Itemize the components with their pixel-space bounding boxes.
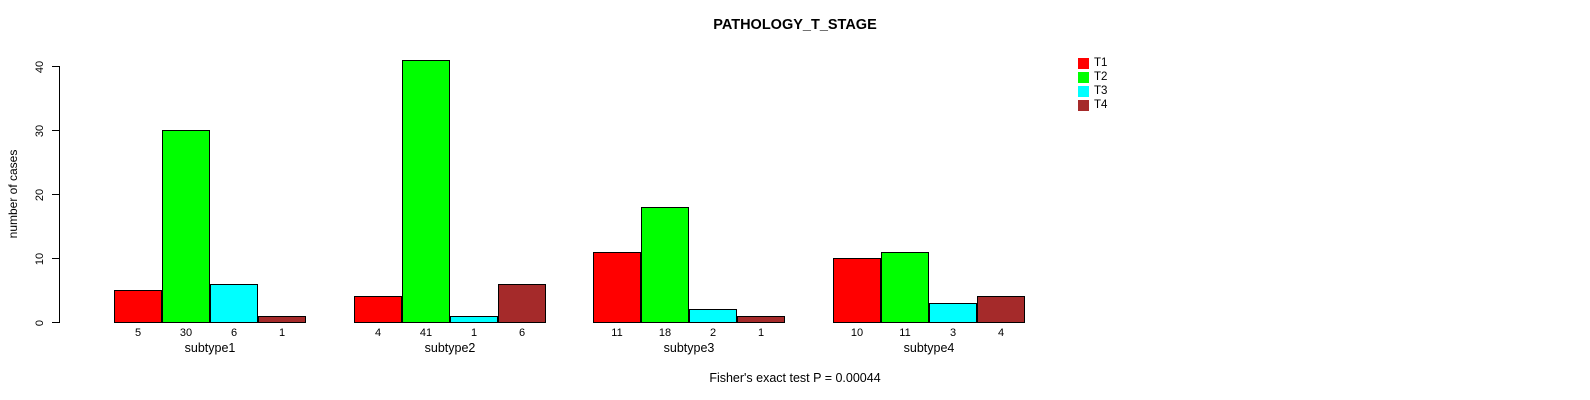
y-axis-line: [59, 66, 60, 323]
bar-value-label-subtype3-t1: 11: [611, 327, 623, 339]
y-tick-label: 40: [34, 60, 46, 73]
bar-value-label-subtype3-t4: 1: [757, 327, 765, 339]
bar-subtype3-t3: [689, 309, 737, 323]
bar-subtype2-t1: [354, 296, 402, 323]
bar-subtype1-t1: [114, 290, 162, 323]
legend-item-t4: T4: [1078, 98, 1107, 112]
legend-label-t1: T1: [1094, 57, 1108, 69]
y-tick-label: 20: [34, 188, 46, 201]
legend: T1 T2 T3 T4: [1078, 56, 1107, 112]
bar-value-label-subtype4-t3: 3: [949, 327, 957, 339]
group-label-subtype4: subtype4: [903, 341, 955, 355]
y-tick-label: 10: [34, 252, 46, 265]
fisher-test-annotation: Fisher's exact test P = 0.00044: [709, 371, 881, 385]
bar-value-label-subtype4-t4: 4: [997, 327, 1005, 339]
bar-value-label-subtype2-t1: 4: [374, 327, 382, 339]
y-axis-tick: [52, 322, 59, 323]
bar-value-label-subtype4-t2: 11: [899, 327, 911, 339]
y-axis-title: number of cases: [6, 149, 20, 239]
legend-label-t2: T2: [1094, 71, 1108, 83]
bar-value-label-subtype3-t2: 18: [658, 327, 672, 339]
bar-subtype2-t4: [498, 284, 546, 323]
bar-subtype2-t3: [450, 316, 498, 323]
legend-label-t4: T4: [1094, 99, 1108, 111]
y-axis-tick: [52, 194, 59, 195]
bar-subtype4-t1: [833, 258, 881, 323]
bar-subtype3-t4: [737, 316, 785, 323]
bar-value-label-subtype4-t1: 10: [850, 327, 864, 339]
bar-value-label-subtype1-t3: 6: [230, 327, 238, 339]
legend-swatch-t3: [1078, 85, 1089, 97]
group-label-subtype3: subtype3: [663, 341, 715, 355]
bar-subtype4-t4: [977, 296, 1025, 323]
legend-item-t3: T3: [1078, 84, 1107, 98]
y-axis-tick: [52, 130, 59, 131]
bar-value-label-subtype1-t2: 30: [179, 327, 193, 339]
legend-swatch-t1: [1078, 57, 1089, 69]
bar-subtype1-t2: [162, 130, 210, 323]
chart-title: PATHOLOGY_T_STAGE: [713, 17, 877, 33]
bar-subtype4-t2: [881, 252, 929, 323]
y-tick-label: 0: [34, 319, 46, 326]
y-axis-tick: [52, 258, 59, 259]
bar-subtype2-t2: [402, 60, 450, 323]
bar-subtype1-t4: [258, 316, 306, 323]
bar-value-label-subtype2-t3: 1: [470, 327, 478, 339]
legend-swatch-t2: [1078, 71, 1089, 83]
legend-item-t1: T1: [1078, 56, 1107, 70]
bar-subtype1-t3: [210, 284, 258, 323]
y-tick-label: 30: [34, 124, 46, 137]
legend-label-t3: T3: [1094, 85, 1108, 97]
bar-subtype4-t3: [929, 303, 977, 323]
bar-value-label-subtype3-t3: 2: [709, 327, 717, 339]
bar-subtype3-t1: [593, 252, 641, 323]
y-axis-tick: [52, 66, 59, 67]
legend-item-t2: T2: [1078, 70, 1107, 84]
bar-value-label-subtype2-t4: 6: [518, 327, 526, 339]
group-label-subtype1: subtype1: [184, 341, 236, 355]
bar-value-label-subtype2-t2: 41: [419, 327, 433, 339]
bar-value-label-subtype1-t4: 1: [278, 327, 286, 339]
group-label-subtype2: subtype2: [424, 341, 476, 355]
bar-subtype3-t2: [641, 207, 689, 323]
bar-value-label-subtype1-t1: 5: [134, 327, 142, 339]
legend-swatch-t4: [1078, 99, 1089, 111]
